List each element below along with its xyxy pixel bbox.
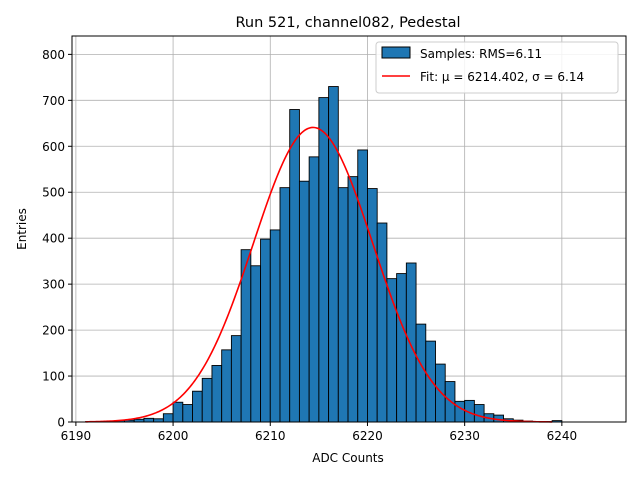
histogram-bar [162,413,174,423]
histogram-bar [367,188,378,423]
histogram-bar [308,156,320,423]
histogram-bar [328,86,339,423]
legend-histogram-label: Samples: RMS=6.11 [420,47,542,61]
x-tick-label: 6230 [449,429,480,443]
grid [72,36,626,423]
legend: Samples: RMS=6.11 Fit: μ = 6214.402, σ =… [375,41,619,94]
histogram-bar [347,176,359,423]
x-axis-ticks: 6190 6200 6210 6220 6230 6240 [61,422,578,443]
histogram-bar [415,323,427,423]
x-tick-label: 6200 [158,429,189,443]
histogram-bar [201,377,213,423]
y-tick-label: 600 [42,140,65,154]
y-tick-label: 400 [42,232,65,246]
y-tick-label: 500 [42,186,65,200]
y-tick-label: 300 [42,278,65,292]
plot-frame [71,35,627,423]
histogram-bar [279,187,291,423]
histogram-bar [425,340,436,423]
legend-box [375,41,619,94]
histogram-bar [250,265,262,423]
histogram-bar [221,349,232,423]
histogram-bar [454,400,466,423]
histogram-bar [182,404,193,423]
histogram-bar [211,365,223,423]
histogram-bar [435,363,446,423]
y-tick-label: 200 [42,324,65,338]
histogram-bars [85,86,563,423]
fit-curve [85,126,553,423]
x-tick-label: 6220 [352,429,383,443]
chart-title: Run 521, channel082, Pedestal [235,15,460,31]
histogram-bar [376,222,388,423]
y-tick-label: 700 [42,94,65,108]
y-tick-label: 100 [42,370,65,384]
x-tick-label: 6210 [255,429,286,443]
histogram-bar [289,109,300,423]
histogram-bar [298,180,310,423]
y-tick-label: 800 [42,48,65,62]
histogram-bar [318,97,330,423]
histogram-bar [269,229,281,423]
histogram-bar [172,401,184,423]
y-axis-ticks: 0 100 200 300 400 500 600 700 800 [42,48,72,430]
histogram-bar [473,404,485,423]
x-tick-label: 6240 [547,429,578,443]
histogram-bar [357,149,368,423]
histogram-bar [192,390,203,423]
y-tick-label: 0 [57,416,65,430]
legend-histogram-swatch [381,46,411,59]
histogram-bar [260,238,271,423]
histogram-bar [143,417,155,423]
histogram-bar [337,187,349,423]
histogram-bar [396,273,407,423]
histogram-bar [230,335,242,423]
legend-fit-label: Fit: μ = 6214.402, σ = 6.14 [420,70,584,84]
x-axis-label: ADC Counts [312,451,384,465]
fit-curve-layer [85,126,553,423]
x-tick-label: 6190 [61,429,92,443]
histogram-bar [405,262,417,423]
y-axis-label: Entries [15,208,29,250]
